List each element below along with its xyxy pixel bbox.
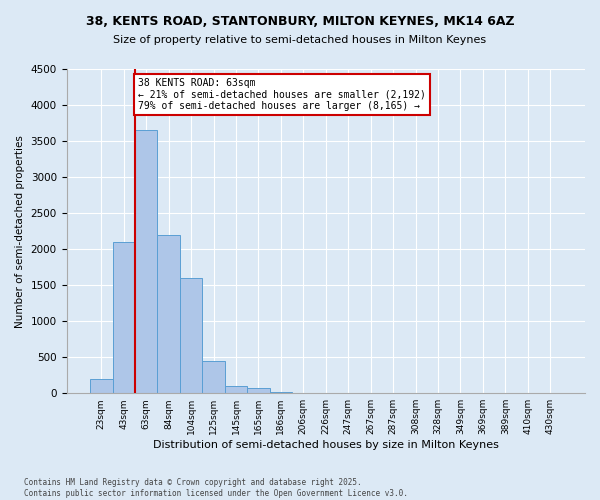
Text: Size of property relative to semi-detached houses in Milton Keynes: Size of property relative to semi-detach… <box>113 35 487 45</box>
Bar <box>90 379 113 393</box>
Text: 38 KENTS ROAD: 63sqm
← 21% of semi-detached houses are smaller (2,192)
79% of se: 38 KENTS ROAD: 63sqm ← 21% of semi-detac… <box>139 78 426 111</box>
Bar <box>247 388 269 393</box>
Bar <box>157 234 180 393</box>
Text: Contains HM Land Registry data © Crown copyright and database right 2025.
Contai: Contains HM Land Registry data © Crown c… <box>24 478 408 498</box>
Bar <box>135 130 157 393</box>
Y-axis label: Number of semi-detached properties: Number of semi-detached properties <box>15 134 25 328</box>
Text: 38, KENTS ROAD, STANTONBURY, MILTON KEYNES, MK14 6AZ: 38, KENTS ROAD, STANTONBURY, MILTON KEYN… <box>86 15 514 28</box>
Bar <box>113 242 135 393</box>
Bar <box>202 361 225 393</box>
Bar <box>269 392 292 393</box>
Bar <box>225 386 247 393</box>
Bar <box>180 278 202 393</box>
X-axis label: Distribution of semi-detached houses by size in Milton Keynes: Distribution of semi-detached houses by … <box>153 440 499 450</box>
